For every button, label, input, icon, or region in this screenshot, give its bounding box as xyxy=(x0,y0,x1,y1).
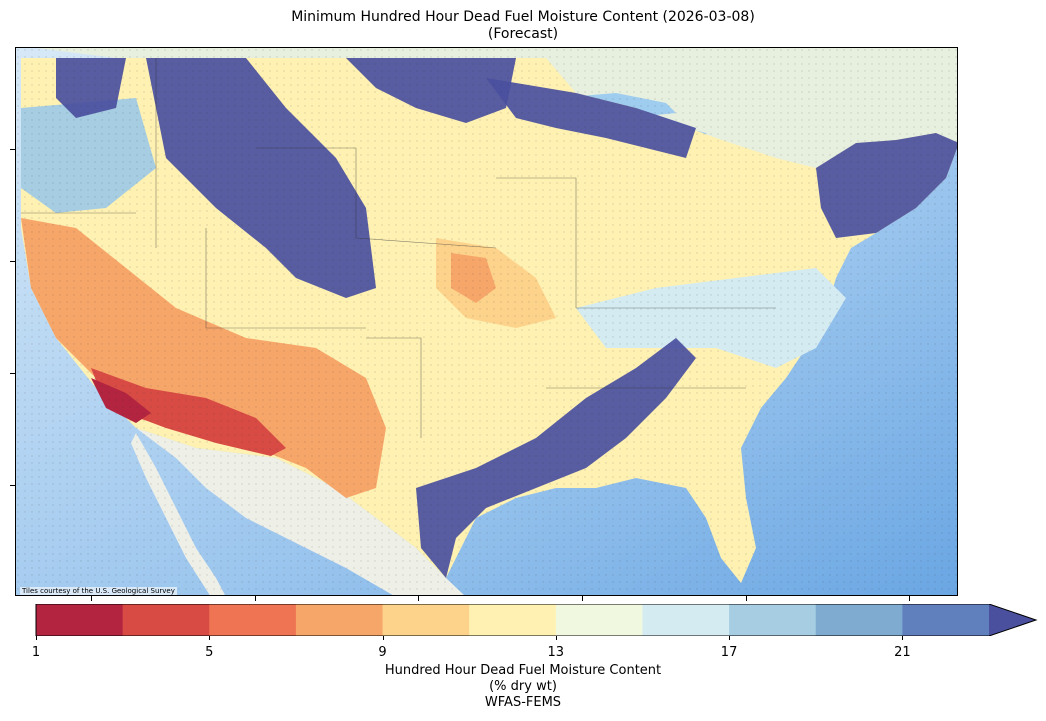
colorbar-tick-mark xyxy=(382,636,384,640)
colorbar-bin xyxy=(729,604,817,636)
map-xtick xyxy=(582,596,583,601)
colorbar-bin xyxy=(122,604,210,636)
colorbar-units: (% dry wt) xyxy=(489,679,557,694)
map-xtick xyxy=(418,596,419,601)
map-panel[interactable] xyxy=(15,47,958,596)
colorbar-tick-label: 1 xyxy=(31,645,41,660)
colorbar-bin xyxy=(642,604,730,636)
state-boundaries xyxy=(21,58,776,438)
colorbar-extend-arrow xyxy=(989,604,1036,636)
tile-credit: Tiles courtesy of the U.S. Geological Su… xyxy=(20,587,177,595)
colorbar-bin xyxy=(555,604,643,636)
colorbar-bin xyxy=(382,604,470,636)
colorbar-tick-label: 9 xyxy=(378,645,387,660)
colorbar-tick-mark xyxy=(729,636,731,640)
colorbar-outline xyxy=(35,604,1038,636)
colorbar-tick-mark xyxy=(555,636,557,640)
map-ytick xyxy=(10,373,15,374)
colorbar-bin xyxy=(815,604,903,636)
map-title: Minimum Hundred Hour Dead Fuel Moisture … xyxy=(291,9,755,25)
colorbar-bin xyxy=(36,604,124,636)
colorbar-bin xyxy=(469,604,557,636)
fuel-moisture-map xyxy=(16,48,957,595)
colorbar-source: WFAS-FEMS xyxy=(484,695,562,710)
map-ytick xyxy=(10,149,15,150)
colorbar xyxy=(35,604,1038,636)
colorbar-label: Hundred Hour Dead Fuel Moisture Content xyxy=(384,663,662,678)
colorbar-bin xyxy=(902,604,990,636)
station-stipple xyxy=(16,48,957,595)
colorbar-tick-mark xyxy=(902,636,904,640)
map-ytick xyxy=(10,485,15,486)
map-xtick xyxy=(255,596,256,601)
colorbar-tick-mark xyxy=(209,636,211,640)
colorbar-tick-label: 17 xyxy=(720,645,738,660)
map-xtick xyxy=(746,596,747,601)
map-xtick xyxy=(909,596,910,601)
colorbar-bin xyxy=(295,604,384,636)
map-ytick xyxy=(10,261,15,262)
colorbar-bin xyxy=(209,604,297,636)
colorbar-tick-mark xyxy=(36,636,37,640)
colorbar-tick-label: 13 xyxy=(547,645,565,660)
colorbar-tick-label: 5 xyxy=(205,645,214,660)
map-xtick xyxy=(91,596,92,601)
colorbar-tick-label: 21 xyxy=(894,645,911,660)
map-subtitle: (Forecast) xyxy=(487,26,559,42)
